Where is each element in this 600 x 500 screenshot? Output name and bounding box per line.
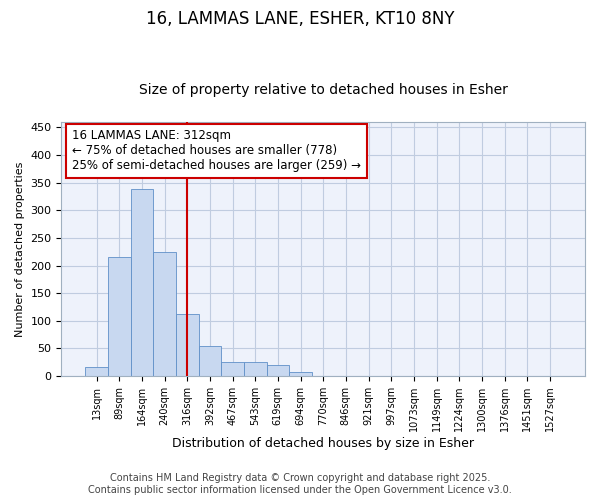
Bar [266, 365, 289, 376]
Text: Contains HM Land Registry data © Crown copyright and database right 2025.
Contai: Contains HM Land Registry data © Crown c… [88, 474, 512, 495]
Bar [289, 372, 312, 376]
Bar [153, 252, 176, 376]
Bar [244, 362, 266, 376]
Y-axis label: Number of detached properties: Number of detached properties [15, 161, 25, 336]
Text: 16 LAMMAS LANE: 312sqm
← 75% of detached houses are smaller (778)
25% of semi-de: 16 LAMMAS LANE: 312sqm ← 75% of detached… [72, 130, 361, 172]
Bar [131, 189, 153, 376]
X-axis label: Distribution of detached houses by size in Esher: Distribution of detached houses by size … [172, 437, 474, 450]
Title: Size of property relative to detached houses in Esher: Size of property relative to detached ho… [139, 83, 508, 97]
Bar [221, 362, 244, 376]
Bar [108, 256, 131, 376]
Bar [199, 346, 221, 376]
Text: 16, LAMMAS LANE, ESHER, KT10 8NY: 16, LAMMAS LANE, ESHER, KT10 8NY [146, 10, 454, 28]
Bar [176, 314, 199, 376]
Bar [85, 368, 108, 376]
